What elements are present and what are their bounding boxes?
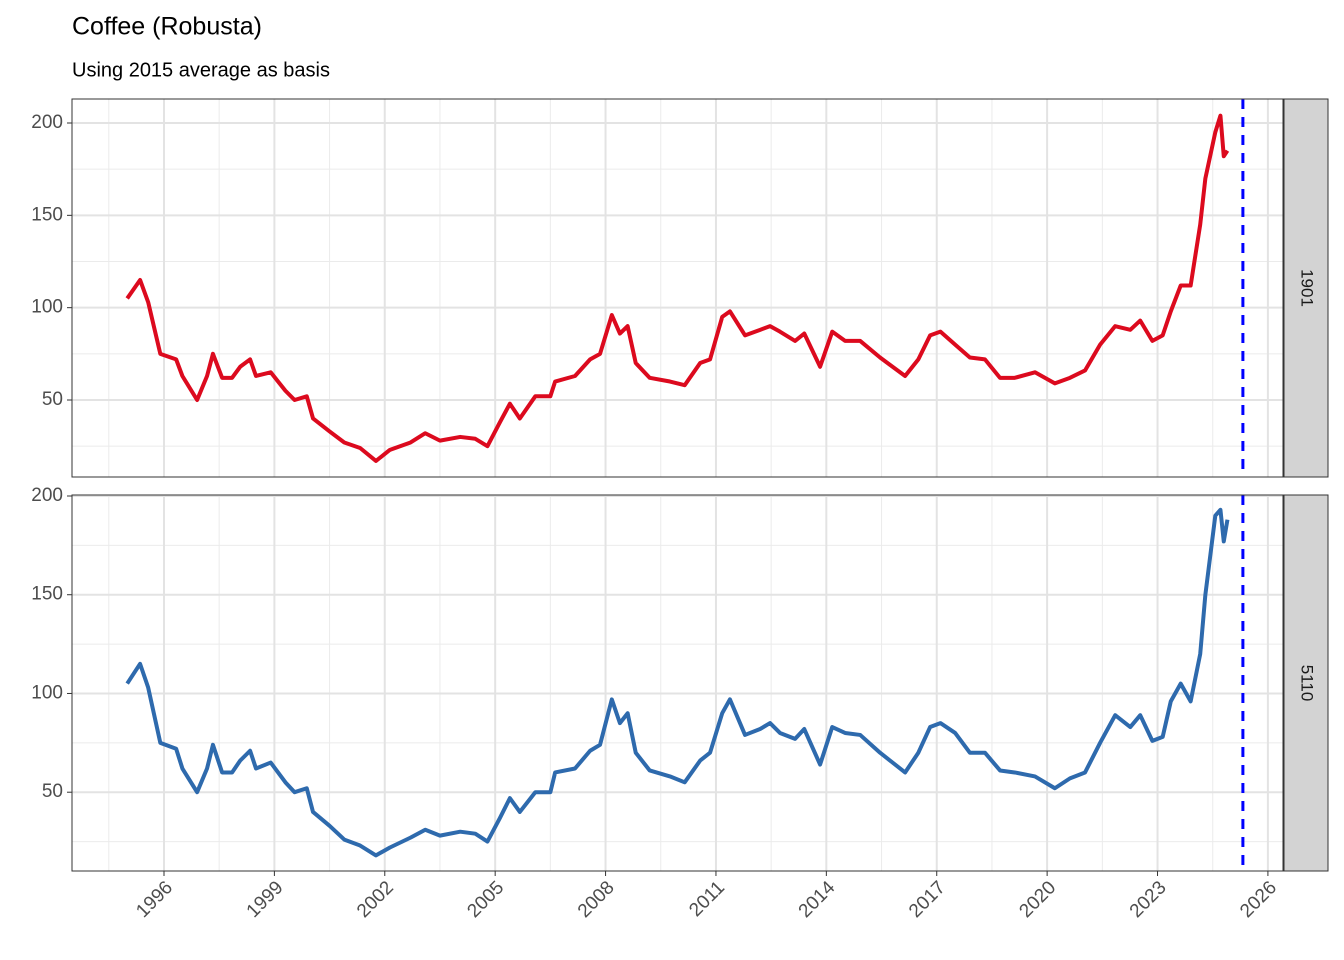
x-tick-label: 1999: [243, 877, 288, 922]
x-tick-label: 2002: [353, 877, 398, 922]
x-tick-label: 2023: [1126, 877, 1171, 922]
y-tick-label: 200: [31, 485, 63, 506]
y-tick-label: 150: [31, 584, 63, 605]
facet-strip: [1283, 494, 1329, 872]
y-tick-label: 200: [31, 112, 63, 133]
y-tick-label: 50: [42, 389, 63, 410]
x-tick-label: 2008: [574, 877, 619, 922]
x-tick-label: 2017: [905, 877, 950, 922]
facet-label: 1901: [1298, 269, 1317, 307]
x-tick-label: 2020: [1015, 877, 1060, 922]
y-tick-label: 150: [31, 204, 63, 225]
x-tick-label: 2026: [1236, 877, 1281, 922]
x-tick-label: 2011: [685, 877, 729, 921]
facet-strip: [1283, 98, 1329, 478]
facet-label: 5110: [1298, 665, 1317, 702]
series-line: [125, 507, 1230, 858]
panel-border: [71, 494, 1284, 872]
y-tick-label: 100: [31, 682, 63, 703]
y-tick-label: 100: [31, 297, 63, 318]
x-tick-label: 2014: [795, 877, 840, 922]
y-tick-label: 50: [42, 781, 63, 802]
series-line: [125, 113, 1230, 463]
chart-title: Coffee (Robusta): [72, 13, 262, 41]
x-tick-label: 1996: [132, 877, 177, 922]
chart-subtitle: Using 2015 average as basis: [72, 59, 330, 81]
panel-border: [71, 98, 1284, 478]
x-tick-label: 2005: [464, 877, 509, 922]
